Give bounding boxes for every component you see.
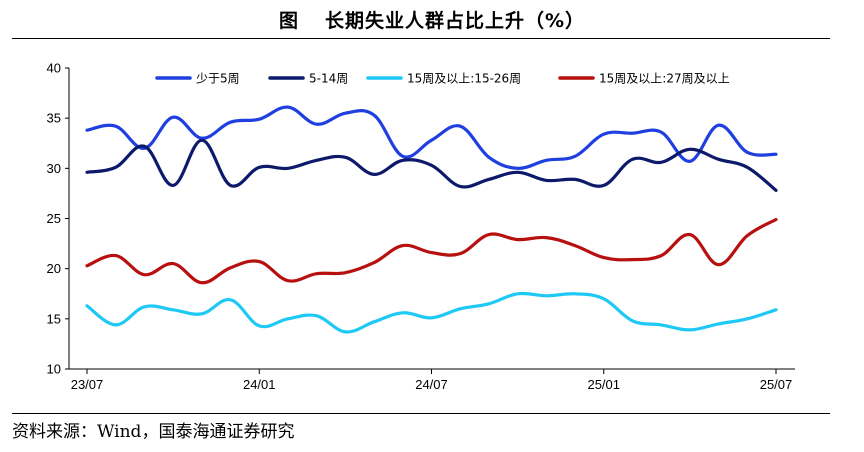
x-tick-label: 24/01 xyxy=(243,377,276,392)
page-title: 图 长期失业人群占比上升（%） xyxy=(0,6,864,33)
series-line-2 xyxy=(85,138,778,192)
x-tick-label: 23/07 xyxy=(71,377,104,392)
y-tick-label: 15 xyxy=(47,311,61,326)
x-tick-label: 24/07 xyxy=(415,377,448,392)
bottom-rule xyxy=(12,413,830,414)
top-rule xyxy=(12,38,830,39)
series-line-3 xyxy=(85,291,778,334)
chart-series xyxy=(85,105,778,334)
chart-legend: 少于5周 5-14周 15周及以上:15-26周 15周及以上:27周及以上 xyxy=(155,72,730,86)
figure-label: 图 xyxy=(278,10,299,32)
y-tick-label: 35 xyxy=(47,111,61,126)
y-tick-label: 20 xyxy=(47,261,61,276)
legend-label: 15周及以上:27周及以上 xyxy=(599,72,730,86)
series-line-4 xyxy=(85,217,778,285)
x-tick-label: 25/07 xyxy=(760,377,793,392)
source-note: 资料来源：Wind，国泰海通证券研究 xyxy=(12,422,295,442)
y-tick-label: 30 xyxy=(47,161,61,176)
y-tick-label: 25 xyxy=(47,211,61,226)
legend-label: 少于5周 xyxy=(196,72,240,86)
chart-title: 长期失业人群占比上升（%） xyxy=(324,10,586,32)
y-tick-label: 40 xyxy=(47,61,61,76)
chart-axes: 10 15 20 25 30 35 40 23/07 24/01 24/07 25/01 25/07 xyxy=(47,61,795,392)
series-line-1 xyxy=(85,105,778,170)
legend-label: 15周及以上:15-26周 xyxy=(407,72,521,86)
legend-label: 5-14周 xyxy=(309,72,348,86)
y-tick-label: 10 xyxy=(47,362,61,377)
x-tick-label: 25/01 xyxy=(587,377,620,392)
